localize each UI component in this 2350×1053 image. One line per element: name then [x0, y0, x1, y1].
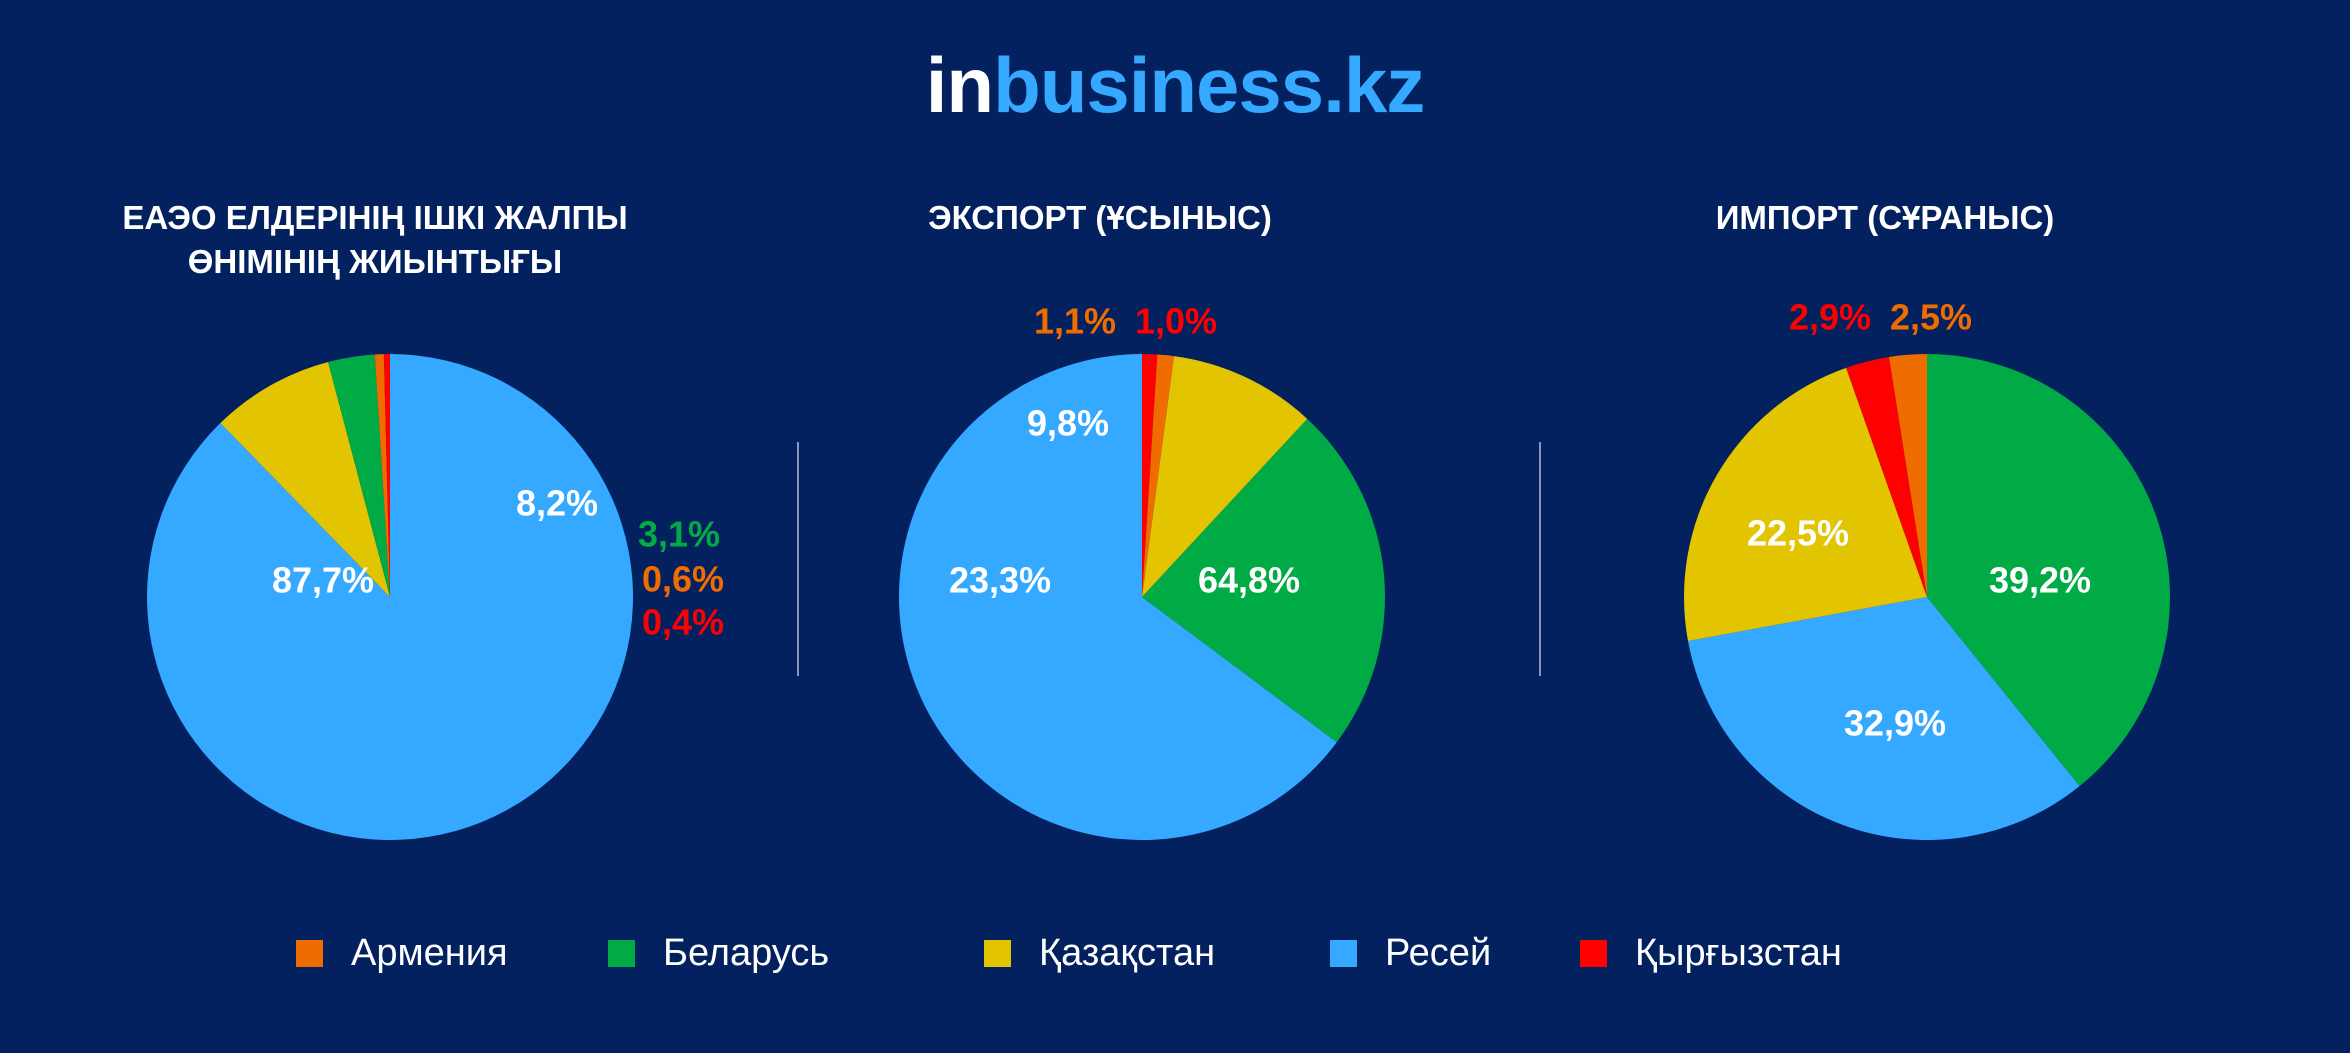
chart-title-gdp-line-1: ЕАЭО ЕЛДЕРІНІҢ ІШКІ ЖАЛПЫ: [122, 199, 628, 236]
pie-1-slice-0: [898, 354, 1337, 841]
pie-1-label-3: 1,1%: [1034, 301, 1116, 342]
legend-label-kyrgyzstan: Қырғызстан: [1635, 932, 1842, 974]
chart-title-export: ЭКСПОРТ (ҰСЫНЫС): [750, 196, 1450, 240]
inbusiness-logo: inbusiness.kz: [0, 40, 2350, 130]
legend-item-belarus: Беларусь: [608, 928, 829, 978]
chart-title-gdp-line-2: ӨНІМІНІҢ ЖИЫНТЫҒЫ: [187, 243, 563, 280]
chart-title-import-line-1: ИМПОРТ (СҰРАНЫС): [1715, 199, 2055, 236]
legend-label-belarus: Беларусь: [663, 932, 830, 974]
pie-0-label-3: 0,6%: [642, 559, 724, 600]
pie-0-slice-2: [328, 354, 390, 597]
pie-1-label-1: 23,3%: [949, 560, 1051, 601]
legend-label-kazakhstan: Қазақстан: [1039, 932, 1216, 974]
legend-item-kazakhstan: Қазақстан: [984, 928, 1215, 978]
divider-right: [1539, 442, 1541, 676]
legend-label-armenia: Армения: [351, 932, 508, 974]
chart-title-gdp: ЕАЭО ЕЛДЕРІНІҢ ІШКІ ЖАЛПЫ ӨНІМІНІҢ ЖИЫНТ…: [25, 196, 725, 284]
legend-item-armenia: Армения: [296, 928, 508, 978]
legend-swatch-russia: [1330, 939, 1357, 967]
pie-2-slice-1: [1688, 597, 2080, 841]
pie-1-slice-1: [1142, 418, 1385, 743]
legend-item-kyrgyzstan: Қырғызстан: [1580, 928, 1842, 978]
logo-part-business: business.kz: [993, 41, 1425, 129]
pie-2-label-3: 2,9%: [1789, 297, 1871, 338]
pie-2-slice-0: [1927, 354, 2171, 787]
pie-2-slice-2: [1683, 367, 1927, 642]
pie-0-slice-1: [220, 362, 390, 597]
pie-2-slice-4: [1888, 354, 1927, 597]
legend-swatch-kazakhstan: [984, 939, 1011, 967]
pie-2-label-1: 32,9%: [1844, 703, 1946, 744]
pie-0-slice-4: [383, 354, 390, 597]
pie-2-label-4: 2,5%: [1890, 297, 1972, 338]
pie-0-label-0: 87,7%: [272, 560, 374, 601]
pie-0-slice-0: [147, 354, 634, 840]
pie-1-slice-3: [1142, 354, 1174, 597]
legend-swatch-belarus: [608, 939, 635, 967]
pie-0-label-4: 0,4%: [642, 602, 724, 643]
pie-0-label-1: 8,2%: [516, 483, 598, 524]
divider-left: [797, 442, 799, 676]
pie-1-slice-2: [1142, 356, 1308, 597]
pie-1-label-0: 64,8%: [1198, 560, 1300, 601]
pie-2-slice-3: [1846, 356, 1927, 597]
legend-item-russia: Ресей: [1330, 928, 1491, 978]
pie-1-label-2: 9,8%: [1027, 403, 1109, 444]
pie-0-label-2: 3,1%: [638, 514, 720, 555]
pie-2-label-0: 39,2%: [1989, 560, 2091, 601]
pie-1-slice-4: [1142, 354, 1158, 597]
pie-0-slice-3: [374, 354, 390, 597]
legend-label-russia: Ресей: [1385, 932, 1492, 974]
legend-swatch-kyrgyzstan: [1580, 939, 1607, 967]
legend-swatch-armenia: [296, 939, 323, 967]
legend: Армения Беларусь Қазақстан Ресей Қырғызс…: [0, 928, 2350, 978]
logo-part-in: in: [925, 41, 994, 129]
chart-title-import: ИМПОРТ (СҰРАНЫС): [1535, 196, 2235, 240]
pie-2-label-2: 22,5%: [1747, 513, 1849, 554]
chart-title-export-line-1: ЭКСПОРТ (ҰСЫНЫС): [928, 199, 1272, 236]
pie-1-label-4: 1,0%: [1135, 301, 1217, 342]
